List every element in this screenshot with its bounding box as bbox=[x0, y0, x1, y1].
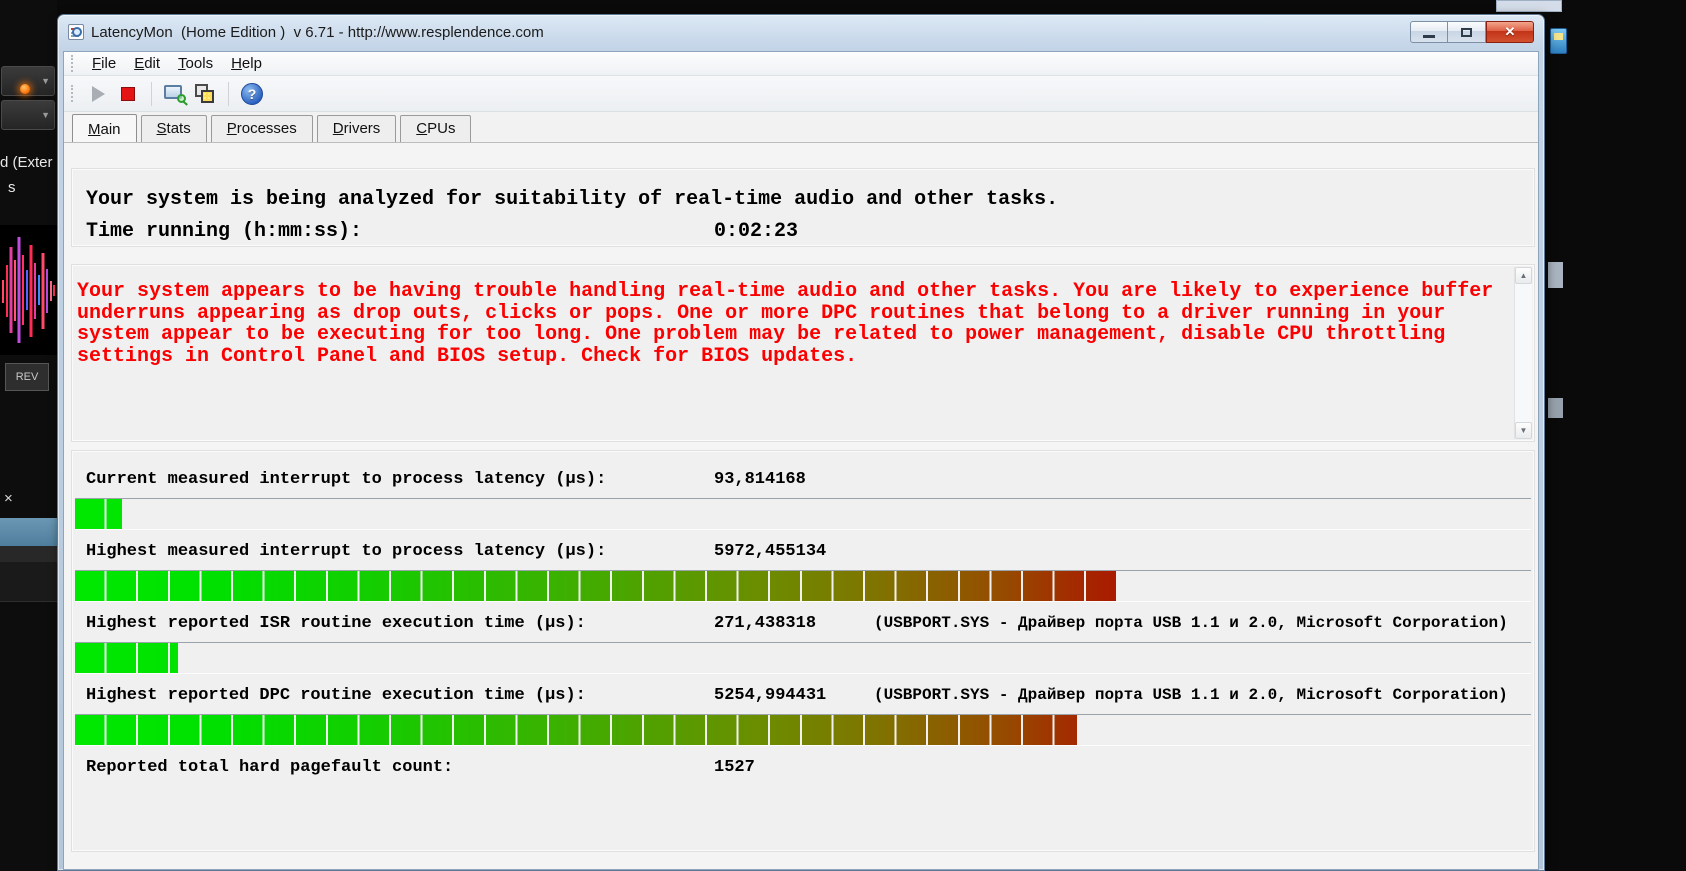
background-scrollbar-fragment bbox=[1548, 398, 1563, 418]
analysis-status-panel: Your system is being analyzed for suitab… bbox=[71, 168, 1535, 247]
help-button[interactable]: ? bbox=[237, 80, 267, 108]
time-running-label: Time running (h:mm:ss): bbox=[86, 220, 363, 243]
measurement-value: 5254,994431 bbox=[714, 686, 827, 705]
play-icon bbox=[91, 85, 105, 102]
titlebar: LatencyMon (Home Edition ) v 6.71 - http… bbox=[58, 15, 1544, 49]
arrow-down-icon: ▼ bbox=[1519, 426, 1528, 435]
maximize-icon bbox=[1461, 27, 1472, 37]
toolbar-separator bbox=[228, 81, 229, 106]
background-app-right-panel bbox=[1545, 0, 1686, 871]
menu-bar: File Edit Tools Help bbox=[64, 52, 1538, 76]
measurement-row: Highest measured interrupt to process la… bbox=[72, 542, 1534, 602]
latencymon-app-icon bbox=[68, 24, 84, 40]
driver-info: (USBPORT.SYS - Драйвер порта USB 1.1 и 2… bbox=[874, 686, 1508, 704]
driver-info: (USBPORT.SYS - Драйвер порта USB 1.1 и 2… bbox=[874, 614, 1508, 632]
latency-bar-track bbox=[75, 570, 1531, 602]
measurement-label: Current measured interrupt to process la… bbox=[86, 470, 607, 489]
background-band bbox=[0, 562, 57, 602]
measurement-label: Highest reported ISR routine execution t… bbox=[86, 614, 586, 633]
latency-bar bbox=[75, 571, 1117, 601]
warning-panel: Your system appears to be having trouble… bbox=[71, 264, 1535, 442]
latency-bar bbox=[75, 715, 1077, 745]
close-icon: ✕ bbox=[1504, 24, 1516, 39]
latency-bar-track bbox=[75, 498, 1531, 530]
tab-stats[interactable]: Stats bbox=[140, 115, 207, 142]
rev-button[interactable]: REV bbox=[5, 363, 49, 391]
warning-scrollbar[interactable]: ▲ ▼ bbox=[1514, 267, 1532, 439]
measurement-label: Highest reported DPC routine execution t… bbox=[86, 686, 586, 705]
tab-processes[interactable]: Processes bbox=[210, 115, 313, 142]
background-window-fragment bbox=[1496, 0, 1562, 12]
main-tab-content: Your system is being analyzed for suitab… bbox=[64, 142, 1538, 869]
tab-main[interactable]: Main bbox=[72, 114, 137, 143]
tab-cpus[interactable]: CPUs bbox=[400, 115, 472, 142]
scroll-up-button[interactable]: ▲ bbox=[1515, 267, 1532, 284]
measurement-row: Highest reported ISR routine execution t… bbox=[72, 614, 1534, 674]
menu-edit[interactable]: Edit bbox=[134, 55, 161, 72]
maximize-button[interactable] bbox=[1448, 21, 1486, 43]
chevron-down-icon: ▼ bbox=[41, 110, 50, 120]
measurement-value: 1527 bbox=[714, 758, 755, 777]
options-button[interactable] bbox=[160, 80, 190, 108]
toolbar-separator bbox=[151, 81, 152, 106]
window-title: LatencyMon (Home Edition ) v 6.71 - http… bbox=[91, 23, 544, 41]
help-icon: ? bbox=[241, 82, 263, 105]
latencymon-window: LatencyMon (Home Edition ) v 6.71 - http… bbox=[57, 14, 1545, 871]
warning-text: Your system appears to be having trouble… bbox=[77, 280, 1494, 368]
stop-monitor-button[interactable] bbox=[113, 80, 143, 108]
background-track-label: d (Exter bbox=[0, 154, 53, 171]
toolbar-grip bbox=[71, 85, 74, 102]
copy-report-button[interactable] bbox=[190, 80, 220, 108]
menu-help[interactable]: Help bbox=[231, 55, 262, 72]
copy-report-icon bbox=[194, 83, 216, 104]
background-icon-fragment bbox=[1550, 28, 1567, 54]
close-button[interactable]: ✕ bbox=[1486, 21, 1534, 43]
measurement-row: Current measured interrupt to process la… bbox=[72, 470, 1534, 530]
minimize-button[interactable] bbox=[1410, 21, 1448, 43]
background-band bbox=[0, 546, 57, 562]
measurement-label: Highest measured interrupt to process la… bbox=[86, 542, 607, 561]
measurement-label: Reported total hard pagefault count: bbox=[86, 758, 454, 777]
latency-bar bbox=[75, 643, 179, 673]
toolbar-grip bbox=[71, 55, 74, 72]
start-monitor-button[interactable] bbox=[83, 80, 113, 108]
background-app-left-panel: ▼ ▼ d (Exter s bbox=[0, 0, 57, 871]
latency-bar-track bbox=[75, 714, 1531, 746]
status-line: Your system is being analyzed for suitab… bbox=[86, 188, 1059, 211]
toolbar: ? bbox=[64, 76, 1538, 112]
measurements-panel: Current measured interrupt to process la… bbox=[71, 450, 1535, 852]
close-icon[interactable]: × bbox=[4, 490, 13, 507]
time-running-value: 0:02:23 bbox=[714, 220, 799, 243]
record-arm-indicator bbox=[20, 84, 30, 94]
measurement-value: 271,438318 bbox=[714, 614, 817, 633]
arrow-up-icon: ▲ bbox=[1519, 271, 1528, 280]
background-scrollbar-fragment bbox=[1548, 262, 1563, 288]
latency-bar bbox=[75, 499, 122, 529]
measurement-value: 5972,455134 bbox=[714, 542, 827, 561]
stop-icon bbox=[121, 86, 135, 101]
tab-drivers[interactable]: Drivers bbox=[316, 115, 397, 142]
tab-bar: Main Stats Processes Drivers CPUs bbox=[64, 112, 1538, 143]
menu-file[interactable]: File bbox=[92, 55, 117, 72]
measurement-row: Highest reported DPC routine execution t… bbox=[72, 686, 1534, 746]
audio-waveform bbox=[0, 225, 57, 355]
minimize-icon bbox=[1423, 34, 1435, 38]
background-dropdown-2[interactable]: ▼ bbox=[1, 100, 55, 130]
measurement-row: Reported total hard pagefault count: 152… bbox=[72, 758, 1534, 780]
chevron-down-icon: ▼ bbox=[41, 76, 50, 86]
analyzer-options-icon bbox=[164, 84, 186, 103]
latency-bar-track bbox=[75, 642, 1531, 674]
measurement-value: 93,814168 bbox=[714, 470, 806, 489]
scroll-down-button[interactable]: ▼ bbox=[1515, 422, 1532, 439]
background-track-label-2: s bbox=[8, 179, 16, 196]
menu-tools[interactable]: Tools bbox=[178, 55, 214, 72]
background-selected-row bbox=[0, 518, 57, 546]
